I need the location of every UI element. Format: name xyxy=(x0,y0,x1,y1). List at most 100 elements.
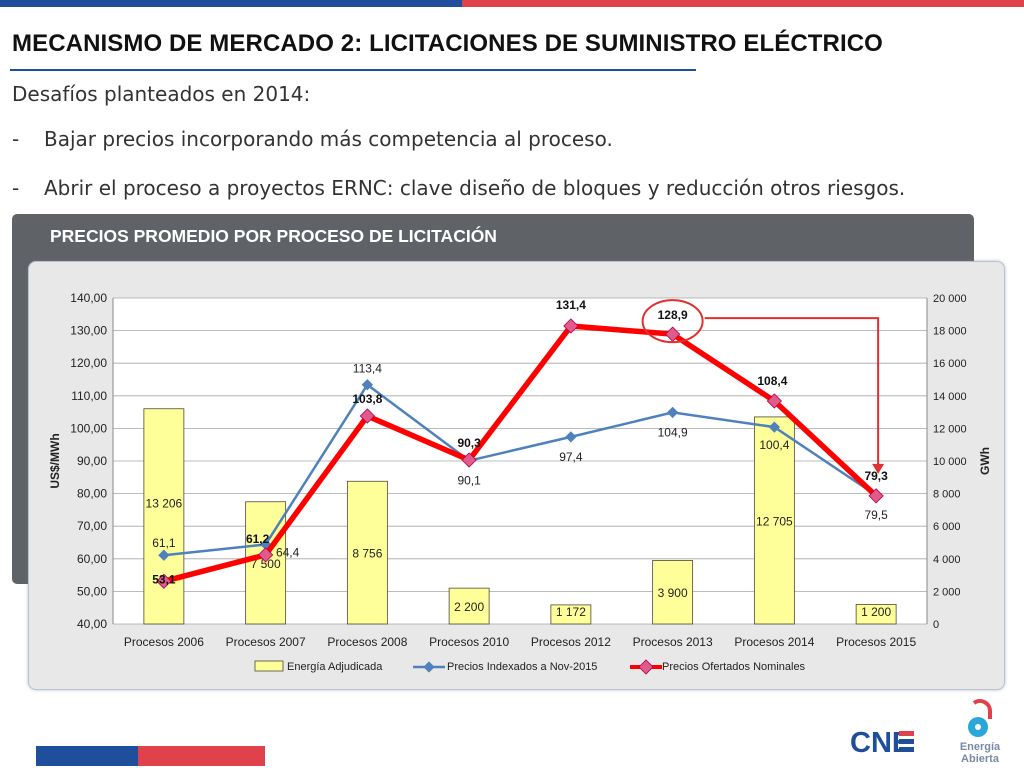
y-tick-label: 130,00 xyxy=(70,324,107,338)
y-tick-label: 110,00 xyxy=(71,389,107,403)
panel-title: PRECIOS PROMEDIO POR PROCESO DE LICITACI… xyxy=(50,226,497,246)
cne-logo-bar xyxy=(899,747,914,752)
bullet-item: - Abrir el proceso a proyectos ERNC: clav… xyxy=(12,176,905,200)
x-tick-label: Procesos 2012 xyxy=(531,635,611,649)
y-tick-label: 140,00 xyxy=(70,291,107,305)
energia-abierta-line: Abierta xyxy=(961,753,999,765)
energy-bar xyxy=(652,560,694,625)
y2-tick-label: 2 000 xyxy=(933,586,961,598)
y2-tick-label: 20 000 xyxy=(933,293,967,305)
bar-value-label: 2 200 xyxy=(454,600,484,614)
indexed-price-label: 64,4 xyxy=(276,545,300,559)
indexed-price-label: 90,1 xyxy=(457,474,481,488)
x-tick-label: Procesos 2007 xyxy=(226,635,306,649)
bar-value-label: 1 200 xyxy=(861,605,891,619)
bullet-text: Abrir el proceso a proyectos ERNC: clave… xyxy=(44,176,906,200)
indexed-price-label: 104,9 xyxy=(658,425,688,439)
bottom-accent-bar-blue xyxy=(36,746,138,766)
energy-bar xyxy=(346,480,388,625)
bar-value-label: 3 900 xyxy=(658,586,688,600)
legend-label: Precios Indexados a Nov-2015 xyxy=(447,661,597,673)
title-underline xyxy=(10,69,696,71)
y2-tick-label: 4 000 xyxy=(933,554,961,566)
y2-tick-label: 18 000 xyxy=(933,326,967,338)
nominal-price-line xyxy=(163,323,879,584)
y2-tick-label: 14 000 xyxy=(933,391,967,403)
lock-keyhole xyxy=(975,724,981,730)
nominal-price-marker xyxy=(257,547,274,563)
x-tick-label: Procesos 2006 xyxy=(124,635,204,649)
legend-swatch-bar xyxy=(254,660,284,672)
nominal-price-marker xyxy=(868,488,884,504)
nominal-price-label: 128,9 xyxy=(658,308,688,322)
legend-swatch-marker xyxy=(638,659,654,675)
energia-abierta-icon xyxy=(968,699,992,737)
nominal-price-label: 131,4 xyxy=(556,298,586,312)
cne-logo-bar xyxy=(899,739,914,744)
nominal-price-marker xyxy=(664,326,681,342)
nominal-price-label: 61,2 xyxy=(246,532,270,546)
bar-value-label: 12 705 xyxy=(756,514,793,528)
energy-bar xyxy=(550,604,592,625)
y-tick-label: 60,00 xyxy=(77,552,107,566)
energy-bar xyxy=(855,604,897,625)
energia-abierta-logo-text: Energía Abierta xyxy=(952,741,1008,765)
bullet-dash: - xyxy=(12,176,20,200)
y2-tick-label: 8 000 xyxy=(933,489,961,501)
energia-abierta-line: Energía xyxy=(959,741,1001,753)
nominal-price-label: 108,4 xyxy=(757,374,787,388)
annotation-arrowhead xyxy=(872,463,885,474)
x-tick-label: Procesos 2010 xyxy=(429,635,509,649)
cne-logo: CNE xyxy=(850,727,914,756)
indexed-price-label: 113,4 xyxy=(353,362,382,376)
nominal-price-label: 103,8 xyxy=(352,392,382,406)
nominal-price-marker xyxy=(359,408,376,424)
y2-axis-title: GWh xyxy=(978,447,992,475)
x-tick-label: Procesos 2014 xyxy=(734,635,814,649)
nominal-price-marker xyxy=(461,452,477,468)
chart-container: 40,00 50,00 60,00 70,00 80,00 90,00 100,00 110,… xyxy=(28,261,1005,690)
slide-title: MECANISMO DE MERCADO 2: LICITACIONES DE … xyxy=(12,30,883,57)
nominal-price-label: 90,3 xyxy=(457,436,481,450)
bar-value-label: 1 172 xyxy=(556,605,586,619)
cne-logo-bar xyxy=(899,731,914,736)
bar-value-label: 13 206 xyxy=(146,496,183,510)
y-tick-label: 100,00 xyxy=(70,421,107,435)
nominal-price-marker xyxy=(156,573,172,589)
y-tick-label: 120,00 xyxy=(70,356,107,370)
bottom-accent-bar-red xyxy=(138,746,265,766)
legend-swatch-marker xyxy=(423,661,435,673)
legend-label: Precios Ofertados Nominales xyxy=(662,661,806,673)
intro-text: Desafíos planteados en 2014: xyxy=(12,82,311,106)
x-tick-label: Procesos 2015 xyxy=(836,635,916,649)
y-tick-label: 50,00 xyxy=(77,584,107,598)
top-accent-bar-blue xyxy=(0,0,462,7)
y-axis-title: US$/MWh xyxy=(48,433,62,488)
nominal-price-label: 53,1 xyxy=(152,572,176,586)
bar-value-label: 8 756 xyxy=(352,547,382,561)
nominal-price-label: 79,3 xyxy=(864,469,888,483)
y-tick-label: 40,00 xyxy=(77,617,107,631)
bullet-dash: - xyxy=(12,127,20,151)
indexed-price-line xyxy=(163,382,877,557)
indexed-price-label: 79,5 xyxy=(864,508,888,522)
indexed-price-marker xyxy=(565,431,577,443)
y2-tick-label: 0 xyxy=(933,619,939,631)
y-tick-label: 90,00 xyxy=(77,454,107,468)
annotation-circle xyxy=(641,299,704,344)
top-accent-bar-red xyxy=(462,0,1024,7)
indexed-price-label: 61,1 xyxy=(152,536,176,550)
indexed-price-marker xyxy=(768,421,781,433)
y-tick-label: 70,00 xyxy=(77,519,107,533)
energy-bar xyxy=(753,416,795,625)
indexed-price-marker xyxy=(666,406,679,419)
nominal-price-marker xyxy=(563,318,579,334)
nominal-price-marker xyxy=(766,393,783,409)
y2-tick-label: 12 000 xyxy=(933,423,967,435)
bar-value-label: 7 500 xyxy=(251,557,281,571)
annotation-arrow-line xyxy=(704,317,880,466)
y2-tick-label: 16 000 xyxy=(933,358,967,370)
energy-bar xyxy=(143,408,185,625)
bullet-item: - Bajar precios incorporando más competen… xyxy=(12,127,613,151)
x-tick-label: Procesos 2008 xyxy=(327,635,407,649)
